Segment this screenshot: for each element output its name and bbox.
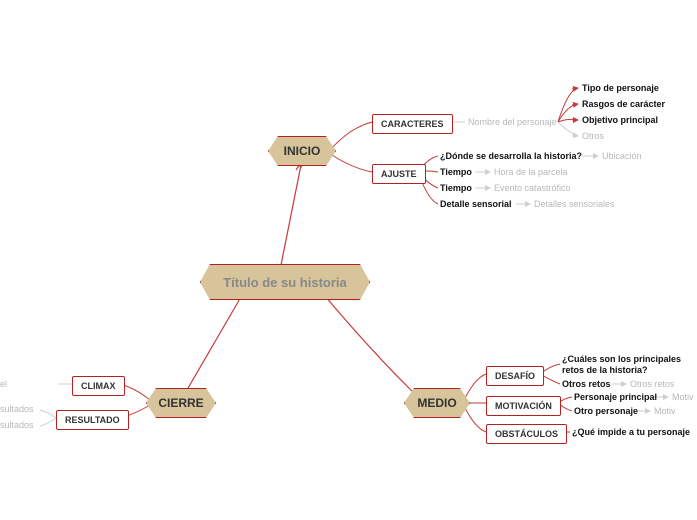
ajuste-donde: ¿Dónde se desarrolla la historia?	[440, 151, 582, 162]
connector-lines	[0, 0, 697, 520]
cierre-node[interactable]: CIERRE	[146, 388, 216, 418]
climax-node[interactable]: CLIMAX	[72, 376, 125, 396]
cierre-label: CIERRE	[158, 396, 203, 410]
obstaculos-node[interactable]: OBSTÁCULOS	[486, 424, 567, 444]
ajuste-tiempo1-a: Hora de la parcela	[494, 167, 568, 178]
root-node[interactable]: Título de su historia	[200, 264, 370, 300]
motivacion-p2: Otro personaje	[574, 406, 638, 417]
ajuste-donde-a: Ubicación	[602, 151, 642, 162]
motivacion-p1a: Motiv	[672, 392, 694, 403]
inicio-node[interactable]: INICIO	[268, 136, 336, 166]
root-label: Título de su historia	[223, 275, 347, 290]
objetivo-principal: Objetivo principal	[582, 115, 658, 126]
ajuste-detalle-a: Detalles sensoriales	[534, 199, 615, 210]
ajuste-tiempo2-a: Evento catastrófico	[494, 183, 571, 194]
motivacion-p1: Personaje principal	[574, 392, 657, 403]
rasgos-caracter: Rasgos de carácter	[582, 99, 665, 110]
desafio-a2: Otros retos	[630, 379, 675, 390]
desafio-q2: Otros retos	[562, 379, 611, 390]
tipo-personaje: Tipo de personaje	[582, 83, 659, 94]
motivacion-node[interactable]: MOTIVACIÓN	[486, 396, 561, 416]
inicio-label: INICIO	[284, 144, 321, 158]
caracteres-node[interactable]: CARACTERES	[372, 114, 453, 134]
resultado-h2: sultados	[0, 420, 34, 431]
obstaculos-q: ¿Qué impide a tu personaje	[572, 427, 690, 438]
resultado-h1: sultados	[0, 404, 34, 415]
medio-label: MEDIO	[417, 396, 456, 410]
caracteres-label: CARACTERES	[381, 119, 444, 129]
motivacion-p2a: Motiv	[654, 406, 676, 417]
nombre-personaje: Nombre del personaje	[468, 117, 557, 128]
desafio-node[interactable]: DESAFÍO	[486, 366, 544, 386]
resultado-node[interactable]: RESULTADO	[56, 410, 129, 430]
desafio-q1: ¿Cuáles son los principales retos de la …	[562, 354, 697, 377]
ajuste-detalle: Detalle sensorial	[440, 199, 512, 210]
ajuste-label: AJUSTE	[381, 169, 417, 179]
ajuste-tiempo1: Tiempo	[440, 167, 472, 178]
medio-node[interactable]: MEDIO	[404, 388, 470, 418]
otros-caracteres: Otros	[582, 131, 604, 142]
ajuste-tiempo2: Tiempo	[440, 183, 472, 194]
climax-hint: el	[0, 379, 7, 390]
ajuste-node[interactable]: AJUSTE	[372, 164, 426, 184]
